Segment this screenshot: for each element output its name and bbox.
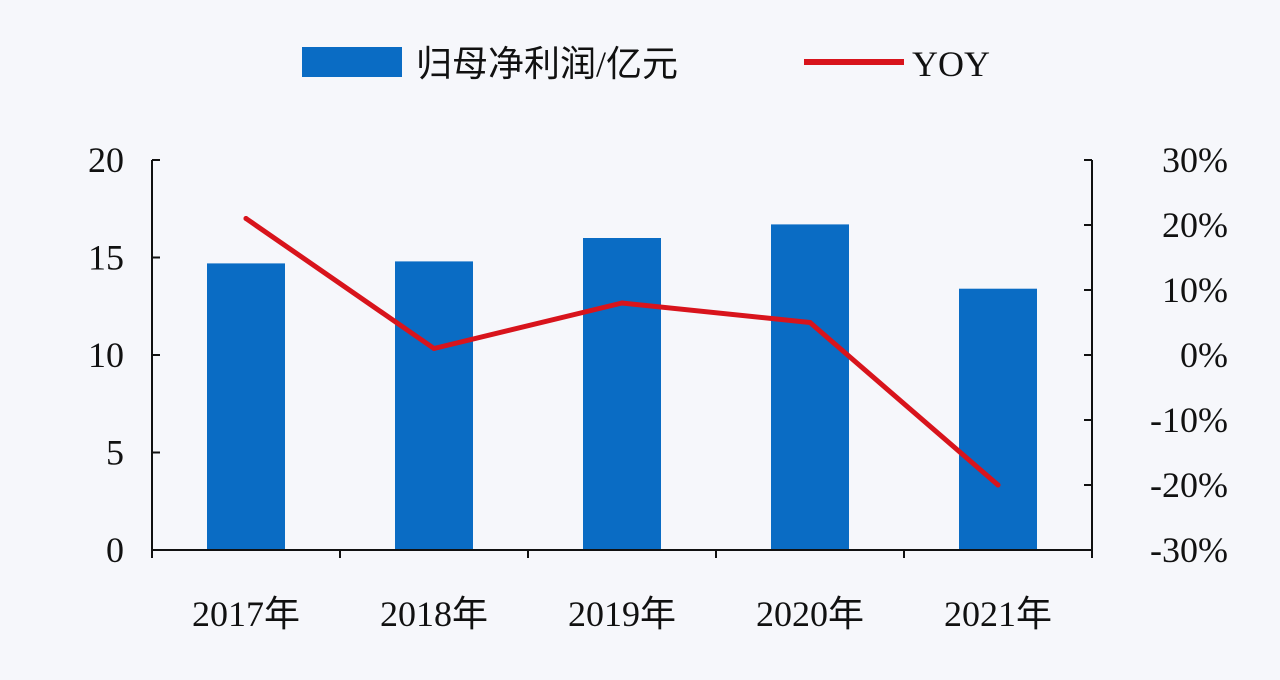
x-tick-label-2: 2019年: [568, 594, 676, 634]
legend: 归母净利润/亿元 YOY: [302, 44, 990, 84]
yoy-point-3: [807, 320, 813, 325]
yoy-point-4: [995, 482, 1001, 488]
left-tick-label-4: 20: [88, 140, 124, 180]
left-tick-label-1: 5: [106, 433, 124, 473]
bar-3: [771, 224, 849, 550]
bar-4: [959, 288, 1037, 550]
axes-layer: 0 5 10 15 20 -30% -20% -10% 0% 10% 20% 30% 2017年 2018…: [88, 140, 1228, 634]
right-tick-label-2: -10%: [1150, 400, 1228, 440]
legend-bar-label: 归母净利润/亿元: [416, 44, 678, 84]
right-tick-label-4: 10%: [1162, 270, 1228, 310]
left-tick-label-3: 15: [88, 238, 124, 278]
yoy-point-1: [431, 346, 437, 351]
x-tick-label-0: 2017年: [192, 594, 300, 634]
legend-bar-swatch: [302, 47, 402, 77]
x-tick-label-4: 2021年: [944, 594, 1052, 634]
left-tick-label-2: 10: [88, 335, 124, 375]
bar-2: [583, 238, 661, 550]
right-tick-label-6: 30%: [1162, 140, 1228, 180]
right-tick-label-5: 20%: [1162, 205, 1228, 245]
bar-0: [207, 263, 285, 550]
right-tick-label-1: -20%: [1150, 465, 1228, 505]
x-tick-label-1: 2018年: [380, 594, 488, 634]
bar-1: [395, 261, 473, 550]
yoy-point-2: [619, 300, 625, 306]
bars-layer: [207, 224, 1037, 550]
right-tick-label-0: -30%: [1150, 530, 1228, 570]
line-layer: [243, 216, 1001, 488]
right-tick-label-3: 0%: [1180, 335, 1228, 375]
yoy-point-0: [243, 216, 249, 221]
legend-line-label: YOY: [912, 44, 990, 84]
x-tick-label-3: 2020年: [756, 594, 864, 634]
left-tick-label-0: 0: [106, 530, 124, 570]
